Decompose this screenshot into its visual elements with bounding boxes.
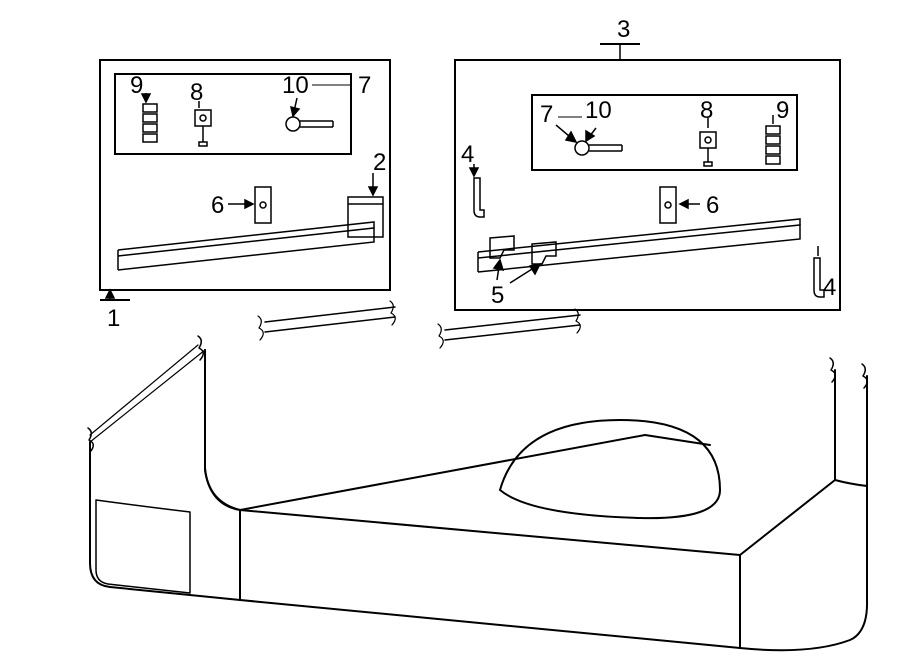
part-10-left	[286, 117, 333, 131]
part-6-right	[660, 187, 676, 223]
part-8-left	[195, 110, 211, 146]
part-9-right	[766, 126, 780, 164]
label-8l: 8	[190, 79, 203, 106]
parts-diagram: 1 2 6 7 8 9 10	[0, 0, 900, 661]
label-6r: 6	[706, 192, 719, 219]
part-9-left	[143, 104, 157, 142]
label-7l: 7	[358, 72, 371, 99]
rail-right	[478, 219, 800, 272]
label-6l: 6	[211, 192, 224, 219]
label-1: 1	[107, 305, 120, 332]
label-8r: 8	[700, 97, 713, 124]
part-10-right	[575, 141, 622, 155]
label-7r: 7	[540, 101, 553, 128]
label-4b: 4	[823, 274, 836, 301]
part-4-left	[474, 178, 484, 217]
label-9l: 9	[130, 72, 143, 99]
label-9r: 9	[776, 97, 789, 124]
label-3: 3	[617, 16, 630, 43]
label-5: 5	[491, 282, 504, 309]
rail-left	[118, 222, 374, 270]
label-2: 2	[373, 149, 386, 176]
part-6-left	[255, 187, 271, 223]
label-10l: 10	[282, 72, 309, 99]
leaders-left	[100, 74, 377, 300]
label-10r: 10	[585, 97, 612, 124]
truck-bed	[88, 301, 867, 650]
label-4a: 4	[461, 141, 474, 168]
part-8-right	[700, 132, 716, 166]
